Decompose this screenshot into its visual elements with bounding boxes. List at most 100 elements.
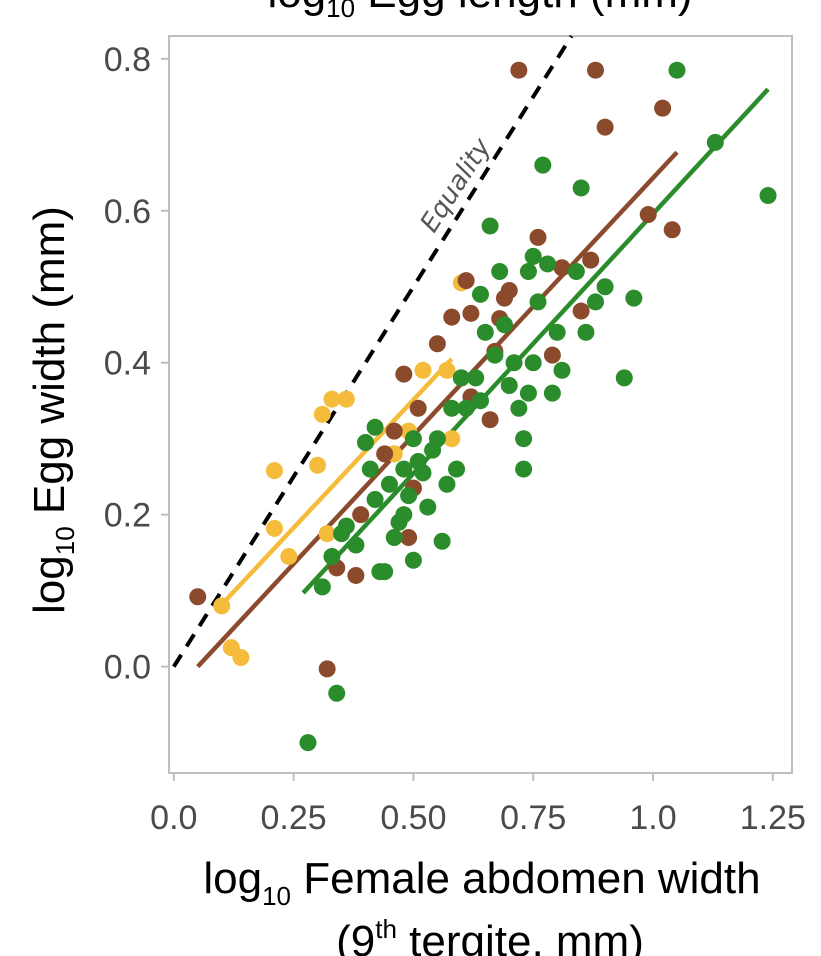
y-axis-title-sub: 10 bbox=[50, 526, 80, 555]
data-point bbox=[543, 346, 561, 364]
data-point bbox=[467, 369, 485, 387]
data-point bbox=[395, 460, 413, 478]
data-point bbox=[572, 179, 590, 197]
data-point bbox=[366, 490, 384, 508]
data-point bbox=[481, 217, 499, 235]
chart-title: log10 Egg length (mm) bbox=[267, 0, 692, 23]
data-point bbox=[587, 61, 605, 79]
data-point bbox=[577, 323, 595, 341]
data-point bbox=[495, 316, 513, 334]
reference-layer bbox=[172, 34, 574, 668]
data-point bbox=[519, 263, 537, 281]
data-point bbox=[625, 289, 643, 307]
y-ticks: 0.0 0.2 0.4 0.6 0.8 bbox=[104, 41, 169, 687]
x-tick-label: 1.25 bbox=[740, 799, 806, 837]
x-axis-title-line2-post: tergite, mm) bbox=[397, 917, 644, 956]
data-point bbox=[376, 563, 394, 581]
data-point bbox=[462, 304, 480, 322]
x-tick-label: 0.25 bbox=[261, 799, 327, 837]
data-point bbox=[337, 390, 355, 408]
y-tick-label: 0.0 bbox=[104, 649, 151, 687]
data-point bbox=[572, 302, 590, 320]
x-tick-label: 1.0 bbox=[629, 799, 676, 837]
data-point bbox=[548, 323, 566, 341]
data-point bbox=[400, 528, 418, 546]
data-point bbox=[433, 532, 451, 550]
data-point bbox=[414, 464, 432, 482]
x-axis-title-line2: (9th tergite, mm) bbox=[336, 914, 644, 956]
data-point bbox=[587, 293, 605, 311]
data-point bbox=[519, 384, 537, 402]
data-point bbox=[596, 118, 614, 136]
data-point bbox=[347, 566, 365, 584]
data-point bbox=[457, 399, 475, 417]
data-point bbox=[265, 462, 283, 480]
chart-title-sub: 10 bbox=[326, 0, 355, 23]
data-point bbox=[395, 365, 413, 383]
data-point bbox=[356, 433, 374, 451]
data-point bbox=[529, 228, 547, 246]
data-point bbox=[395, 506, 413, 524]
data-point bbox=[323, 547, 341, 565]
data-point bbox=[524, 354, 542, 372]
y-axis-title-pre: log bbox=[25, 555, 74, 614]
data-point bbox=[443, 399, 461, 417]
data-point bbox=[759, 187, 777, 205]
data-point bbox=[232, 649, 250, 667]
data-point bbox=[510, 399, 528, 417]
fit-lines-layer bbox=[196, 87, 770, 669]
data-point bbox=[385, 422, 403, 440]
data-point bbox=[366, 418, 384, 436]
x-tick-label: 0.0 bbox=[150, 799, 197, 837]
data-point bbox=[510, 61, 528, 79]
x-axis-title-sub: 10 bbox=[262, 881, 291, 911]
data-point bbox=[472, 392, 489, 410]
data-point bbox=[409, 399, 427, 417]
y-tick-label: 0.6 bbox=[104, 193, 151, 231]
data-point bbox=[313, 405, 331, 423]
data-point bbox=[529, 293, 547, 311]
data-point bbox=[347, 536, 365, 554]
x-tick-label: 0.50 bbox=[380, 799, 446, 837]
fit-line bbox=[215, 357, 454, 612]
y-axis-title: log10 Egg width (mm) bbox=[25, 206, 80, 614]
points-layer bbox=[189, 61, 777, 752]
data-point bbox=[567, 263, 585, 281]
data-point bbox=[438, 475, 456, 493]
data-point bbox=[596, 278, 614, 296]
data-point bbox=[380, 475, 398, 493]
data-point bbox=[404, 551, 422, 569]
data-point bbox=[313, 578, 331, 596]
data-point bbox=[534, 156, 552, 174]
data-point bbox=[582, 251, 600, 269]
data-point bbox=[438, 361, 456, 379]
data-point bbox=[428, 430, 446, 448]
data-point bbox=[361, 460, 379, 478]
data-point bbox=[515, 430, 533, 448]
data-point bbox=[352, 506, 370, 524]
data-point bbox=[615, 369, 633, 387]
x-axis-title-post: Female abdomen width bbox=[291, 854, 761, 903]
plot-frame bbox=[168, 35, 793, 774]
data-point bbox=[400, 487, 418, 505]
data-point bbox=[505, 354, 523, 372]
data-point bbox=[500, 377, 518, 395]
data-point bbox=[428, 335, 446, 353]
data-point bbox=[337, 517, 355, 535]
equality-line bbox=[172, 34, 574, 668]
data-point bbox=[213, 597, 231, 615]
data-point bbox=[481, 411, 499, 429]
y-tick-label: 0.2 bbox=[104, 497, 151, 535]
data-point bbox=[419, 498, 437, 516]
data-point bbox=[639, 206, 657, 224]
data-point bbox=[280, 547, 298, 565]
data-point bbox=[500, 282, 518, 300]
data-point bbox=[265, 519, 283, 537]
data-point bbox=[553, 259, 571, 277]
data-point bbox=[323, 390, 341, 408]
data-point bbox=[524, 247, 542, 265]
data-point bbox=[654, 99, 672, 117]
data-point bbox=[452, 369, 470, 387]
data-point bbox=[309, 456, 327, 474]
